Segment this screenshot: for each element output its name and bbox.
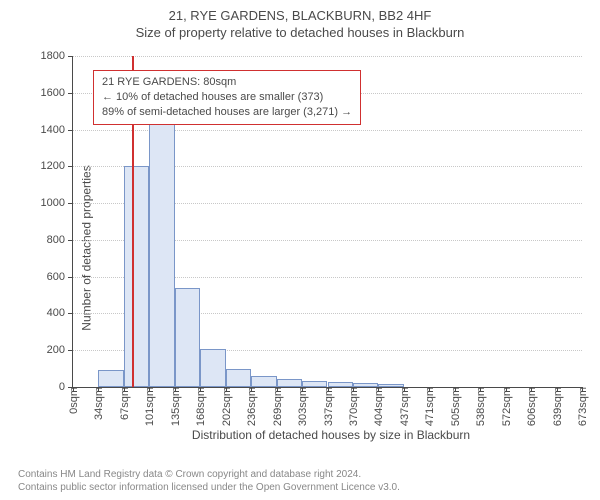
x-tick-label: 67sqm bbox=[117, 387, 131, 420]
x-tick-label: 101sqm bbox=[142, 387, 156, 426]
y-tick-label: 400 bbox=[47, 307, 73, 319]
histogram-bar bbox=[251, 376, 276, 387]
x-tick-label: 0sqm bbox=[66, 387, 80, 414]
x-tick-label: 673sqm bbox=[575, 387, 589, 426]
chart-title-address: 21, RYE GARDENS, BLACKBURN, BB2 4HF bbox=[0, 0, 600, 23]
x-tick-label: 471sqm bbox=[422, 387, 436, 426]
gridline-h bbox=[73, 56, 582, 57]
plot-region: 0200400600800100012001400160018000sqm34s… bbox=[72, 56, 582, 388]
x-tick-label: 168sqm bbox=[193, 387, 207, 426]
x-axis-label: Distribution of detached houses by size … bbox=[72, 428, 590, 442]
footer-line-2: Contains public sector information licen… bbox=[18, 481, 400, 494]
x-tick-label: 606sqm bbox=[524, 387, 538, 426]
histogram-bar bbox=[277, 379, 302, 387]
x-tick-label: 202sqm bbox=[219, 387, 233, 426]
x-tick-label: 639sqm bbox=[550, 387, 564, 426]
chart-area: Number of detached properties 0200400600… bbox=[0, 48, 600, 448]
x-tick-label: 135sqm bbox=[168, 387, 182, 426]
histogram-bar bbox=[98, 370, 123, 387]
y-tick-label: 800 bbox=[47, 234, 73, 246]
y-tick-label: 1800 bbox=[41, 50, 73, 62]
y-tick-label: 1400 bbox=[41, 124, 73, 136]
callout-line-2: ← 10% of detached houses are smaller (37… bbox=[102, 90, 352, 105]
y-tick-label: 200 bbox=[47, 344, 73, 356]
callout-box: 21 RYE GARDENS: 80sqm ← 10% of detached … bbox=[93, 70, 361, 125]
x-tick-label: 269sqm bbox=[270, 387, 284, 426]
x-tick-label: 404sqm bbox=[371, 387, 385, 426]
histogram-bar bbox=[200, 349, 225, 387]
x-tick-label: 370sqm bbox=[346, 387, 360, 426]
x-tick-label: 236sqm bbox=[244, 387, 258, 426]
callout-line-3: 89% of semi-detached houses are larger (… bbox=[102, 105, 352, 120]
x-tick-label: 505sqm bbox=[448, 387, 462, 426]
callout-line-1: 21 RYE GARDENS: 80sqm bbox=[102, 75, 352, 90]
x-tick-label: 303sqm bbox=[295, 387, 309, 426]
x-tick-label: 538sqm bbox=[473, 387, 487, 426]
y-tick-label: 1200 bbox=[41, 160, 73, 172]
footer-attribution: Contains HM Land Registry data © Crown c… bbox=[18, 468, 400, 494]
histogram-bar bbox=[149, 87, 174, 387]
histogram-bar bbox=[226, 369, 251, 387]
y-tick-label: 1600 bbox=[41, 87, 73, 99]
y-tick-label: 1000 bbox=[41, 197, 73, 209]
histogram-bar bbox=[175, 288, 200, 387]
chart-title-subtitle: Size of property relative to detached ho… bbox=[0, 23, 600, 40]
histogram-bar bbox=[124, 166, 149, 387]
x-tick-label: 437sqm bbox=[397, 387, 411, 426]
y-tick-label: 600 bbox=[47, 271, 73, 283]
x-tick-label: 34sqm bbox=[91, 387, 105, 420]
footer-line-1: Contains HM Land Registry data © Crown c… bbox=[18, 468, 400, 481]
x-tick-label: 337sqm bbox=[321, 387, 335, 426]
x-tick-label: 572sqm bbox=[499, 387, 513, 426]
